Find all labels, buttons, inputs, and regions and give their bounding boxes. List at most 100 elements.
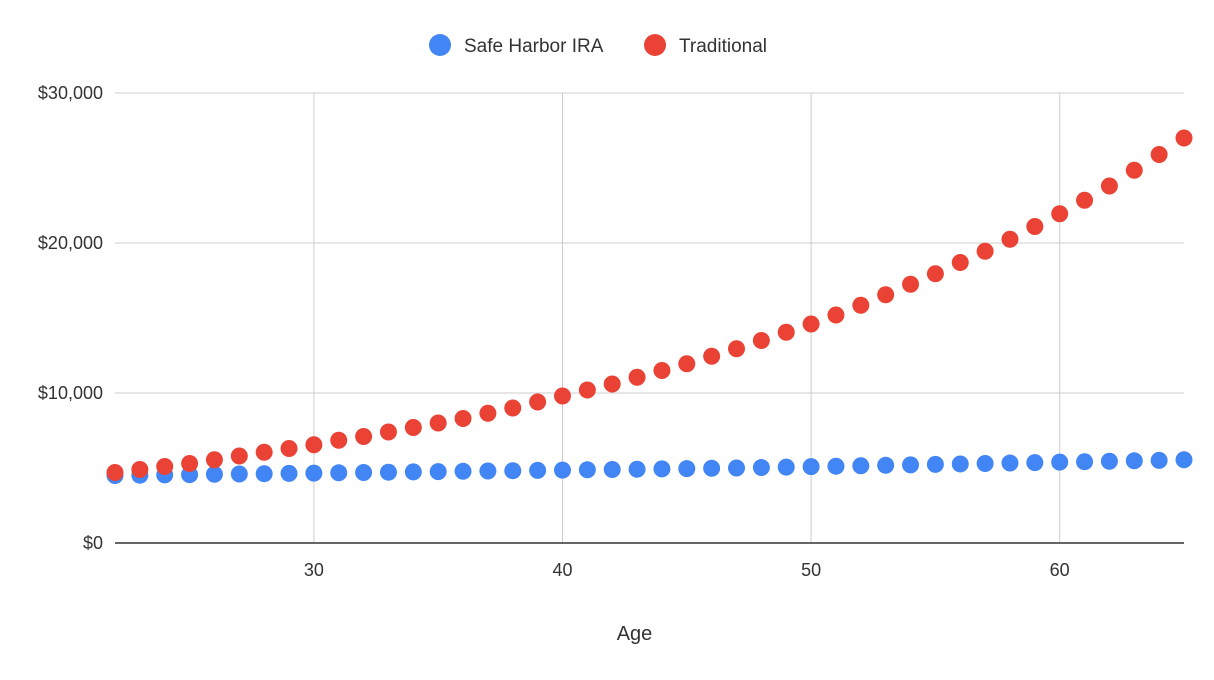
data-point — [1026, 454, 1044, 472]
data-point — [628, 368, 646, 386]
data-point — [355, 428, 373, 445]
data-point — [131, 461, 149, 478]
data-point — [578, 381, 596, 399]
data-point — [926, 265, 944, 283]
data-point — [852, 296, 870, 314]
data-point — [976, 455, 994, 472]
data-point — [777, 323, 795, 341]
data-point — [678, 355, 696, 373]
data-point — [976, 242, 994, 260]
data-point — [951, 254, 969, 271]
data-point — [305, 436, 323, 454]
data-point — [255, 465, 273, 483]
data-point — [1076, 191, 1094, 209]
x-tick-label: 60 — [1050, 560, 1070, 580]
y-tick-label: $10,000 — [38, 383, 103, 403]
data-point — [902, 275, 920, 293]
data-point — [1150, 146, 1168, 163]
data-point — [1001, 454, 1019, 472]
data-point — [653, 362, 671, 379]
data-point — [205, 465, 223, 483]
data-point — [156, 458, 174, 475]
data-point — [827, 306, 845, 324]
legend-label: Traditional — [679, 36, 767, 57]
data-point — [926, 455, 944, 473]
data-point — [529, 461, 547, 479]
data-point — [827, 457, 845, 475]
y-tick-label: $20,000 — [38, 233, 103, 253]
data-point — [454, 410, 472, 427]
data-point — [777, 458, 795, 476]
data-point — [1076, 453, 1094, 471]
data-point — [305, 464, 323, 482]
data-point — [1125, 161, 1143, 179]
data-point — [479, 404, 497, 422]
x-axis-title: Age — [617, 623, 653, 645]
data-point — [1150, 451, 1168, 469]
data-point — [205, 451, 223, 469]
data-point — [802, 315, 820, 333]
data-point — [703, 347, 721, 365]
legend-marker — [644, 34, 666, 56]
series-2 — [106, 129, 1193, 481]
data-point — [902, 456, 920, 474]
data-point — [330, 431, 348, 449]
data-point — [1051, 205, 1069, 223]
data-point — [877, 456, 895, 474]
data-point — [603, 461, 621, 478]
data-point — [1100, 177, 1118, 195]
data-point — [578, 461, 596, 479]
data-point — [1051, 453, 1069, 471]
data-point — [106, 464, 124, 481]
data-point — [752, 332, 770, 349]
y-tick-label: $0 — [83, 533, 103, 553]
data-point — [1026, 218, 1044, 235]
data-point — [255, 443, 273, 461]
data-point — [1175, 129, 1193, 147]
legend-marker — [429, 34, 451, 56]
data-point — [802, 458, 820, 476]
data-point — [728, 459, 746, 477]
data-point — [529, 393, 547, 411]
data-point — [280, 440, 298, 457]
data-point — [653, 460, 671, 478]
data-point — [429, 414, 447, 432]
data-point — [1175, 451, 1193, 469]
data-point — [852, 457, 870, 475]
data-point — [379, 423, 397, 441]
data-point — [553, 387, 571, 405]
data-point — [728, 340, 746, 358]
data-point — [703, 459, 721, 477]
data-point — [429, 463, 447, 481]
x-tick-label: 30 — [304, 560, 324, 580]
data-point — [628, 460, 646, 478]
data-point — [752, 459, 770, 477]
data-point — [678, 460, 696, 478]
data-point — [1001, 230, 1019, 248]
data-point — [479, 462, 497, 480]
data-point — [404, 419, 422, 436]
data-point — [553, 461, 571, 479]
data-point — [355, 464, 373, 481]
data-point — [230, 447, 248, 465]
data-point — [404, 463, 422, 481]
x-tick-label: 50 — [801, 560, 821, 580]
data-point — [379, 463, 397, 481]
data-point — [951, 455, 969, 473]
data-point — [603, 375, 621, 393]
data-point — [181, 455, 199, 472]
data-point — [504, 462, 522, 480]
data-point — [280, 464, 298, 482]
data-point — [1100, 452, 1118, 470]
y-tick-label: $30,000 — [38, 83, 103, 103]
x-tick-label: 40 — [552, 560, 572, 580]
data-point — [230, 465, 248, 483]
data-point — [877, 286, 895, 304]
data-point — [504, 399, 522, 417]
data-point — [454, 462, 472, 480]
data-point — [330, 464, 348, 482]
legend-label: Safe Harbor IRA — [464, 36, 604, 57]
data-point — [1125, 452, 1143, 470]
